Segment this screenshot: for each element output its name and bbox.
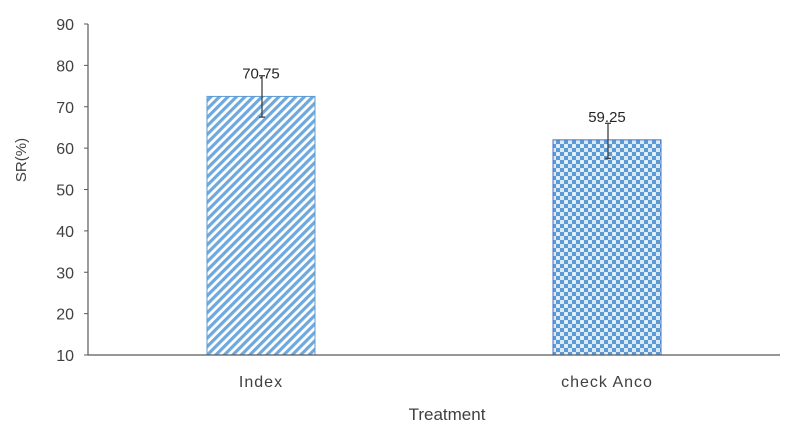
bar-1: [206, 95, 316, 356]
x-tick-label-1: Index: [239, 374, 283, 391]
y-tick-label: 60: [56, 141, 74, 158]
y-tick-label: 70: [56, 100, 74, 117]
y-tick-label: 50: [56, 183, 74, 200]
y-tick-label: 40: [56, 224, 74, 241]
error-bar-2: [605, 122, 611, 160]
y-tick-label: 30: [56, 265, 74, 282]
x-tick-label-2: check Anco: [561, 374, 653, 391]
y-axis-title: SR(%): [13, 138, 30, 182]
data-label-2: 59.25: [588, 109, 626, 126]
y-tick-label: 10: [56, 348, 74, 365]
bar-2: [552, 139, 662, 356]
error-bar-1: [259, 75, 265, 118]
y-tick-label: 90: [56, 17, 74, 34]
x-axis-title: Treatment: [409, 405, 486, 424]
y-tick-label: 80: [56, 58, 74, 75]
y-tick-label: 20: [56, 307, 74, 324]
data-label-1: 70.75: [242, 65, 280, 82]
